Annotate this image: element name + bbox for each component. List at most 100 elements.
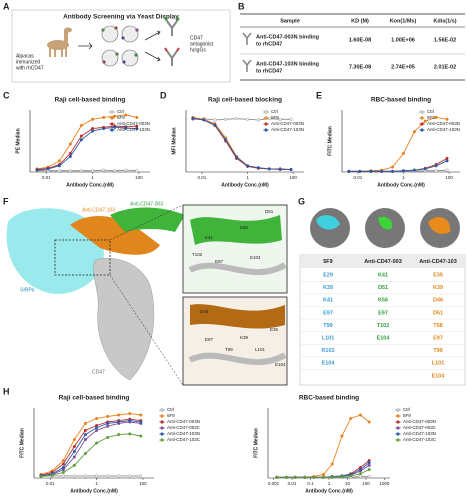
data-point	[72, 463, 76, 467]
data-point	[330, 475, 334, 479]
x-tick-label: 10	[345, 481, 351, 486]
chart-title: Raji cell-based binding	[55, 97, 126, 104]
table-cell: 7.30E-08	[349, 64, 371, 70]
residue-label: E97	[215, 259, 224, 264]
data-point	[117, 433, 121, 437]
data-point	[267, 167, 271, 171]
panel-a-label: Alpacas	[16, 53, 34, 59]
data-point	[106, 474, 110, 478]
table-cell: E104	[377, 335, 391, 341]
table-cell: T58	[433, 323, 442, 329]
antibody-icon	[242, 59, 252, 72]
series-line	[36, 125, 137, 170]
table-cell: L101	[432, 361, 445, 367]
data-point	[124, 113, 128, 117]
arrow	[78, 42, 93, 50]
data-point	[72, 474, 76, 478]
data-point	[293, 475, 297, 479]
x-tick-label: 100	[289, 175, 297, 180]
data-point	[367, 420, 371, 424]
data-point	[139, 413, 143, 417]
legend-label: Anti-CD47-103N	[427, 127, 460, 132]
data-point	[79, 134, 83, 138]
series-line	[36, 114, 137, 170]
x-tick-label: 0.01	[198, 175, 207, 180]
data-point	[79, 123, 83, 128]
data-point	[358, 468, 362, 472]
data-point	[72, 449, 76, 453]
legend-label: Anti-CD47-103N	[403, 431, 436, 436]
data-point	[401, 169, 406, 173]
residue-label: T102	[192, 252, 203, 257]
data-point	[289, 117, 293, 121]
data-point	[106, 424, 110, 428]
x-axis-label: Antibody Conc.(nM)	[221, 182, 269, 188]
data-point	[106, 435, 110, 439]
panel-a-label: CD47	[190, 35, 203, 41]
data-point	[79, 138, 83, 142]
surface-spheres	[310, 208, 460, 248]
panel-a-label: with rhCD47	[16, 65, 44, 71]
table-cell: 1.56E-02	[434, 37, 456, 43]
y-axis-label: PE Median	[15, 128, 21, 153]
data-point	[139, 434, 143, 438]
antibody-icons	[164, 17, 180, 66]
residue-label: D51	[265, 209, 274, 214]
data-point	[191, 117, 195, 121]
chart-title: Raji cell-based binding	[59, 395, 130, 402]
legend-label: Ctrl	[403, 407, 410, 412]
data-point	[83, 474, 87, 478]
data-point	[284, 475, 289, 479]
residue-label: E35	[270, 327, 279, 332]
chart-title: RBC-based binding	[299, 395, 359, 402]
antibody-icon	[242, 32, 252, 45]
chart-title: Raji cell-based blocking	[208, 97, 282, 104]
residue-label: K56	[240, 225, 249, 230]
data-point	[102, 168, 106, 172]
data-point	[128, 419, 132, 423]
data-point	[72, 444, 76, 449]
data-point	[321, 475, 325, 479]
table-cell: R103	[321, 348, 334, 354]
data-point	[358, 413, 362, 417]
table-cell: 2.01E-02	[434, 64, 456, 70]
series-line	[40, 420, 141, 477]
table-cell: T102	[377, 323, 390, 329]
table-cell: 1.60E-08	[349, 37, 371, 43]
residue-label: E104	[275, 362, 286, 367]
legend-label: 5F9	[403, 413, 411, 418]
x-tick-label: 1	[328, 481, 331, 486]
data-point	[117, 420, 121, 424]
data-point	[349, 416, 353, 421]
table-cell: Anti-CD47-103N binding	[256, 61, 319, 67]
data-point	[256, 166, 260, 170]
structure	[6, 204, 288, 386]
data-point	[68, 151, 72, 155]
series-line	[40, 418, 141, 476]
data-point	[367, 468, 371, 472]
data-point	[128, 474, 132, 478]
legend-label: Anti-CD47-003C	[167, 425, 201, 430]
data-point	[61, 465, 65, 470]
data-point	[412, 130, 416, 134]
table-cell: K39	[433, 285, 443, 291]
data-point	[224, 117, 228, 121]
panel-letter: E	[316, 90, 322, 100]
structure-label: Anti-CD47-103	[82, 207, 115, 213]
yeast-cells	[101, 25, 139, 67]
panel-a-label: antagonist	[190, 41, 214, 47]
data-point	[423, 167, 427, 171]
x-axis-label: Antibody Conc.(nM)	[70, 488, 118, 494]
panel-letter: B	[238, 1, 245, 11]
data-point	[95, 426, 99, 430]
data-point	[113, 169, 117, 173]
data-point	[102, 115, 106, 119]
chart-title: RBC-based binding	[371, 97, 431, 104]
data-point	[91, 127, 95, 131]
data-point	[340, 475, 344, 479]
data-point	[57, 164, 61, 168]
data-point	[135, 169, 139, 173]
x-axis-label: Antibody Conc.(nM)	[66, 182, 114, 188]
data-point	[61, 458, 65, 463]
